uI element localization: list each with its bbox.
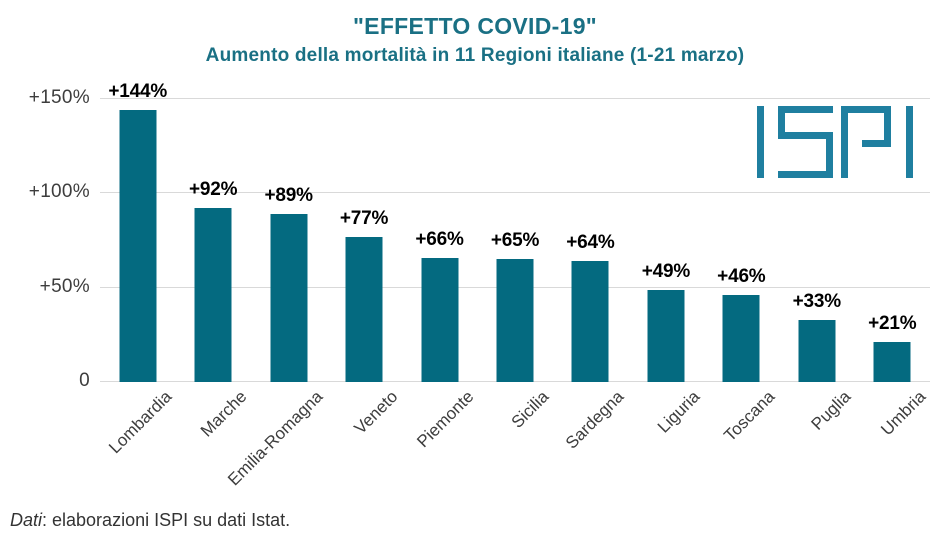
ispi-logo [757,106,913,178]
source-prefix: Dati [10,510,43,530]
gridline [100,192,930,194]
bar [119,110,157,382]
bar-value-label: +144% [108,81,168,103]
bar-column: +144% Lombardia [100,81,175,457]
plot-area: +144% Lombardia +92% Marche +89% Emilia-Romag… [100,81,930,489]
bar [647,289,685,382]
bar-column: +33% Puglia [779,98,855,434]
bar-value-label: +89% [264,185,313,207]
x-axis-label: Marche [197,387,251,441]
bar-value-label: +66% [415,228,464,250]
x-axis-label: Sicilia [507,387,553,432]
x-axis-label: Sardegna [562,387,628,453]
y-axis-label: +100% [28,181,90,203]
bar-value-label: +49% [641,260,691,282]
bar-value-label: +21% [868,313,917,335]
bar-column: +65% Sicilia [477,98,553,431]
x-axis-label: Umbria [877,387,930,440]
x-axis-label: Puglia [807,387,855,434]
x-axis-label: Lombardia [104,387,176,458]
bar [571,261,609,382]
x-axis-label: Piemonte [412,387,477,452]
bar [421,257,459,382]
bar-value-label: +33% [792,290,842,312]
bar-column: +66% Piemonte [402,98,477,452]
bar [798,319,836,382]
x-axis-label: Emilia-Romagna [223,387,327,490]
bar-column: +21% Umbria [855,98,930,439]
chart-title: "EFFETTO COVID-19" [352,13,598,39]
chart-subtitle: Aumento della mortalità in 11 Regioni it… [205,45,745,66]
bar [194,208,232,382]
bar-column: +89% Emilia-Romagna [224,98,326,489]
bar-column: +46% Toscana [704,98,779,445]
bar-value-label: +46% [717,266,766,288]
gridline [100,98,930,99]
bar-value-label: +92% [189,179,238,201]
bar-column: +77% Veneto [326,98,402,438]
bar [873,342,911,382]
bar-value-label: +65% [490,230,540,252]
bars-container: +144% Lombardia +92% Marche +89% Emilia-Romag… [100,81,930,489]
x-axis-label: Toscana [720,387,779,446]
bar [722,295,760,382]
bar [270,214,308,382]
bar-value-label: +64% [566,232,615,254]
bar-column: +49% Liguria [628,98,704,437]
source-text: : elaborazioni ISPI su dati Istat. [42,510,291,530]
y-axis-label: +150% [28,87,90,108]
y-axis-label: 0 [79,370,90,391]
x-axis-label: Veneto [350,387,402,438]
bar [345,236,383,382]
bar-column: +92% Marche [175,98,251,440]
x-axis-label: Liguria [653,387,704,437]
bar [496,259,534,382]
bar-column: +64% Sardegna [553,98,628,452]
y-axis-label: +50% [39,275,90,297]
bar-value-label: +77% [339,207,389,229]
source-note: Dati: elaborazioni ISPI su dati Istat. [10,510,290,531]
